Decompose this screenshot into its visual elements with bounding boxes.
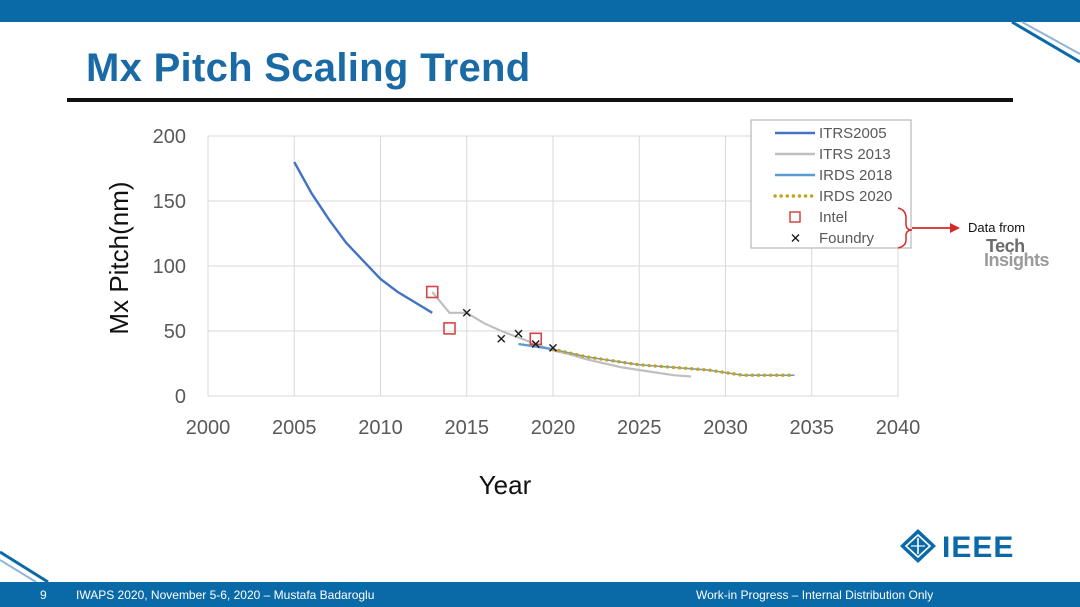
callout-brace-icon — [897, 207, 913, 249]
page-number: 9 — [40, 588, 47, 602]
top-banner — [0, 0, 1080, 22]
y-axis-label: Mx Pitch(nm) — [104, 181, 134, 334]
foundry-point — [549, 343, 557, 352]
legend-entry: ITRS 2013 — [775, 146, 891, 163]
chart-grid — [207, 135, 899, 397]
y-tick-label: 150 — [153, 191, 186, 213]
legend-x-icon — [791, 234, 800, 242]
y-tick-label: 50 — [164, 321, 186, 343]
legend-entry: ITRS2005 — [775, 125, 887, 142]
series-intel — [425, 285, 543, 346]
legend-entry: IRDS 2018 — [775, 167, 892, 184]
x-tick-label: 2040 — [876, 417, 921, 439]
series-itrs2005 — [293, 161, 433, 314]
foundry-point — [514, 329, 523, 338]
series-dots — [551, 347, 797, 377]
chart-series — [293, 161, 797, 378]
legend-entry: Foundry — [791, 230, 875, 247]
legend-entry: IRDS 2020 — [773, 188, 892, 205]
techinsights-logo-line1: Tech — [986, 236, 1025, 256]
top-corner-decoration — [1010, 20, 1080, 70]
x-tick-label: 2010 — [358, 417, 403, 439]
series-line — [431, 291, 692, 378]
series-line — [518, 342, 554, 351]
legend-entry: Intel — [789, 209, 847, 226]
bottom-corner-decoration — [0, 548, 49, 584]
y-tick-label: 0 — [175, 386, 186, 408]
x-tick-label: 2015 — [445, 417, 490, 439]
footer-bar: 9 IWAPS 2020, November 5-6, 2020 – Musta… — [0, 582, 1080, 607]
y-tick-label: 200 — [153, 126, 186, 148]
x-tick-label: 2035 — [790, 417, 835, 439]
ieee-logo: IEEE — [900, 529, 1014, 564]
chart-ticks: 0 50 100 150 200 2000 2005 2010 2015 2020 2025 2030… — [153, 126, 921, 439]
series-line — [293, 161, 433, 314]
techinsights-logo-line2: Insights — [984, 250, 1050, 270]
x-tick-label: 2000 — [186, 417, 231, 439]
series-itrs-2013 — [431, 291, 692, 378]
legend-square-icon — [789, 211, 801, 223]
legend-label: ITRS2005 — [819, 125, 887, 142]
legend-label: IRDS 2020 — [819, 188, 892, 205]
series-irds-2018 — [518, 342, 554, 351]
footer-disclaimer: Work-in Progress – Internal Distribution… — [696, 588, 934, 602]
x-axis-label: Year — [479, 470, 532, 500]
x-tick-label: 2025 — [617, 417, 662, 439]
x-tick-label: 2030 — [703, 417, 748, 439]
callout-arrow-icon — [950, 223, 960, 233]
foundry-point — [462, 308, 471, 317]
footer-presenter: IWAPS 2020, November 5-6, 2020 – Mustafa… — [76, 588, 375, 602]
foundry-point — [497, 334, 506, 343]
callout: Data from — [897, 207, 1025, 249]
legend-label: ITRS 2013 — [819, 146, 891, 163]
legend-label: IRDS 2018 — [819, 167, 892, 184]
ieee-logo-text: IEEE — [942, 531, 1014, 564]
callout-text: Data from — [968, 220, 1025, 235]
title-divider — [67, 98, 1013, 102]
y-tick-label: 100 — [153, 256, 186, 278]
series-irds-2020 — [551, 347, 797, 377]
legend-label: Foundry — [819, 230, 875, 247]
x-tick-label: 2005 — [272, 417, 317, 439]
legend-label: Intel — [819, 209, 847, 226]
chart-legend: ITRS2005 ITRS 2013 IRDS 2018 IRDS 2020 Intel… — [750, 119, 912, 249]
legend-box — [750, 119, 912, 249]
intel-point — [443, 322, 456, 335]
slide-title: Mx Pitch Scaling Trend — [86, 46, 531, 90]
foundry-point — [531, 340, 540, 348]
series-foundry — [462, 308, 557, 352]
x-tick-label: 2020 — [531, 417, 576, 439]
intel-point — [425, 285, 439, 299]
